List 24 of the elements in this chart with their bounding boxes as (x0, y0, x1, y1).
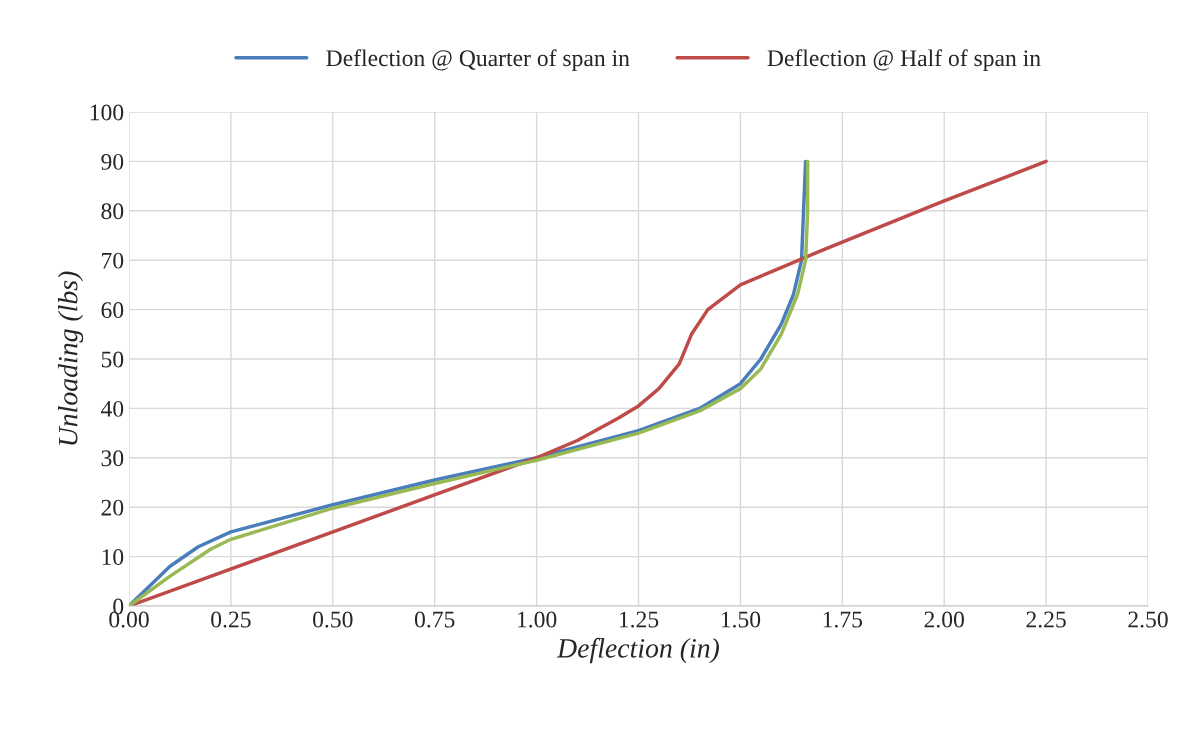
legend-label: Deflection @ Quarter of span in (326, 49, 630, 71)
y-tick-label: 100 (90, 104, 124, 121)
y-tick-label: 10 (102, 549, 124, 566)
y-tick-label: 50 (101, 351, 124, 368)
y-axis-title: Unloading (lbs) (57, 271, 84, 445)
x-tick-label: 1.25 (619, 611, 659, 628)
x-tick-label: 1.75 (823, 611, 863, 628)
y-tick-label: 90 (101, 153, 124, 170)
x-tick-label: 2.00 (924, 611, 964, 628)
x-axis-title: Deflection (in) (556, 637, 720, 664)
y-tick-label: 30 (101, 450, 124, 467)
y-tick-label: 70 (102, 252, 124, 269)
x-tick-label: 2.25 (1026, 611, 1066, 628)
y-tick-label: 40 (100, 400, 124, 417)
x-tick-label: 0.50 (313, 611, 353, 628)
x-tick-label: 0.25 (211, 611, 251, 628)
x-tick-label: 0.75 (414, 611, 455, 628)
x-tick-label: 1.00 (518, 611, 557, 628)
x-tick-label: 2.50 (1128, 611, 1168, 628)
y-tick-label: 60 (101, 302, 124, 319)
x-tick-label: 1.50 (721, 611, 761, 628)
y-tick-label: 80 (101, 203, 124, 220)
legend-label: Deflection @ Half of span in (767, 49, 1041, 71)
y-tick-label: 20 (101, 499, 124, 516)
